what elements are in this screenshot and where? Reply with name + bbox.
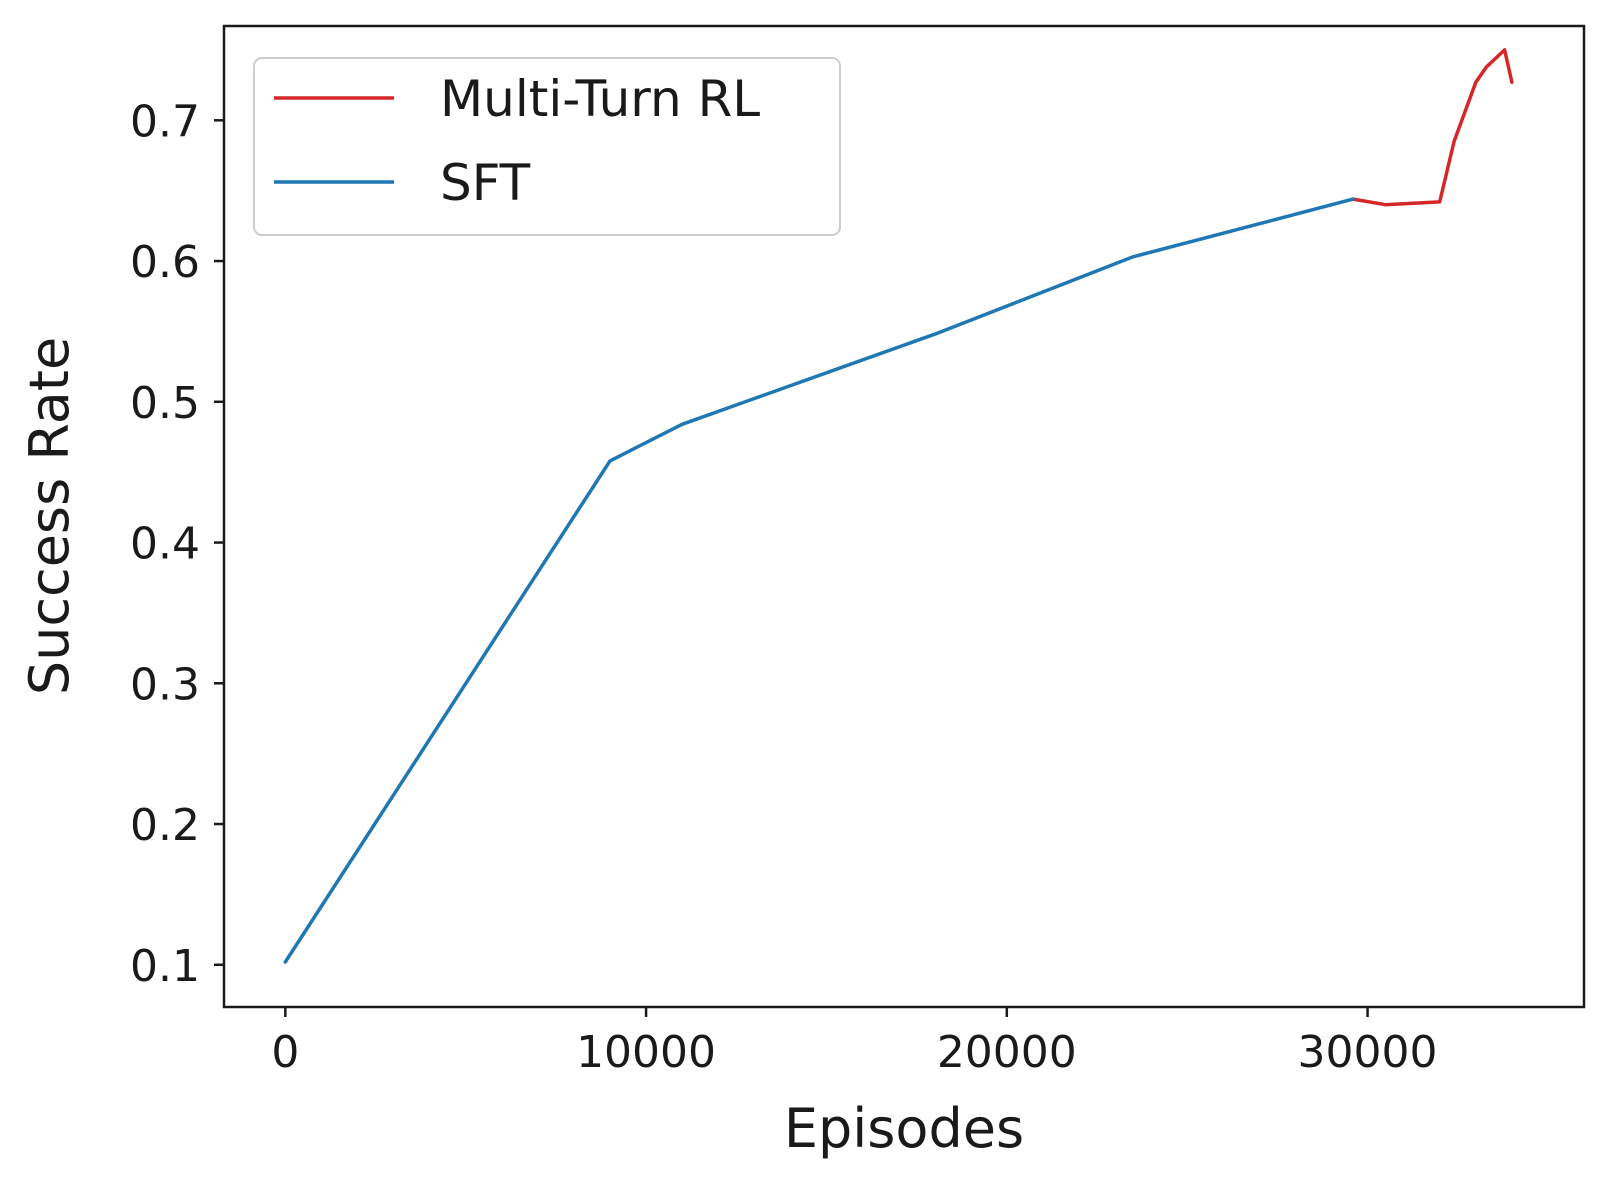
series-line-multi-turn-rl <box>1351 48 1514 207</box>
series-line-sft <box>283 197 1355 964</box>
y-tick-label: 0.7 <box>130 96 200 147</box>
x-tick-label: 30000 <box>1298 1027 1438 1078</box>
y-tick-label: 0.1 <box>130 941 200 992</box>
x-tick-label: 0 <box>271 1027 299 1078</box>
x-axis-title: Episodes <box>784 1097 1024 1160</box>
legend: Multi-Turn RL SFT <box>253 57 841 236</box>
x-axis: 0 10000 20000 30000 <box>271 1007 1438 1078</box>
plot-frame <box>222 24 1586 1009</box>
y-axis-title: Success Rate <box>18 337 81 695</box>
y-tick-label: 0.6 <box>130 237 200 288</box>
legend-box <box>253 57 841 236</box>
x-tick-label: 10000 <box>576 1027 716 1078</box>
legend-label-sft: SFT <box>440 154 531 212</box>
y-tick-label: 0.5 <box>130 378 200 429</box>
legend-label-multi-turn-rl: Multi-Turn RL <box>440 70 760 128</box>
y-axis: 0.1 0.2 0.3 0.4 0.5 0.6 0.7 <box>130 96 224 992</box>
series-layer <box>283 48 1514 964</box>
y-tick-label: 0.3 <box>130 659 200 710</box>
y-tick-label: 0.4 <box>130 519 200 570</box>
y-tick-label: 0.2 <box>130 800 200 851</box>
x-tick-label: 20000 <box>937 1027 1077 1078</box>
